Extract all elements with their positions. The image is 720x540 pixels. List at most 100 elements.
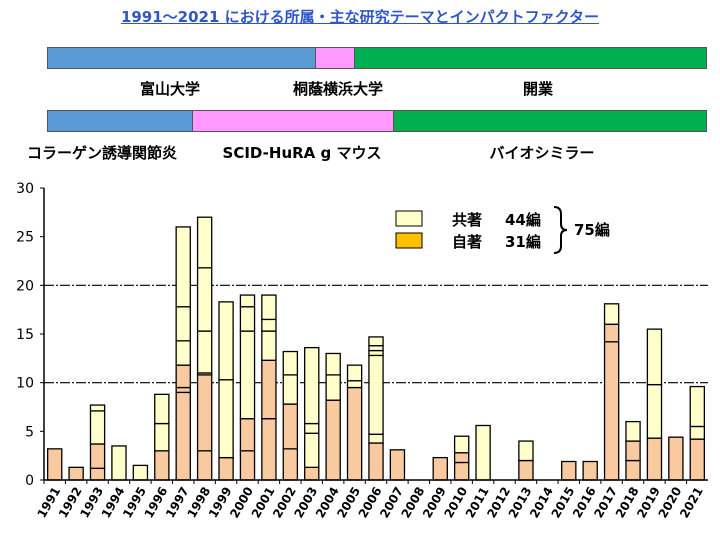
bar-segment-2000-3 (239, 330, 256, 420)
bar-segment-2003-4 (304, 346, 320, 425)
bar-segment-2003-2 (304, 432, 320, 468)
page-title: 1991～2021 における所属・主な研究テーマとインパクトファクター (120, 8, 600, 26)
legend-total: 75編 (574, 221, 610, 239)
legend-brace (553, 206, 568, 254)
y-tick-label-30: 30 (16, 181, 34, 197)
legend-coauthor-count: 44編 (505, 211, 541, 229)
bar-segment-2006-5 (368, 345, 384, 352)
bar-segment-2002-2 (282, 403, 299, 450)
bar-segment-1998-2 (196, 374, 213, 452)
bar-segment-2020-1 (668, 436, 684, 481)
bar-segment-2005-3 (346, 364, 363, 382)
bar-segment-1998-1 (196, 450, 213, 481)
y-tick-label-10: 10 (16, 376, 34, 392)
bar-segment-1998-5 (196, 267, 213, 332)
bar-segment-2019-2 (646, 383, 663, 439)
theme-bar-biosimilar (393, 110, 707, 132)
bar-segment-2001-4 (261, 318, 277, 332)
bar-segment-1997-2 (175, 386, 191, 394)
bar-segment-2010-3 (453, 435, 470, 454)
bar-segment-2003-3 (304, 422, 320, 434)
y-tick-label-5: 5 (25, 424, 34, 440)
bar-segment-2004-1 (325, 399, 341, 481)
bar-segment-2001-2 (261, 359, 277, 420)
bar-segment-2019-3 (646, 328, 663, 386)
bar-segment-2009-1 (432, 456, 448, 481)
bar-segment-2002-1 (282, 448, 299, 481)
legend-swatch-coauthor (395, 210, 423, 227)
legend-coauthor-label: 共著 (452, 211, 482, 229)
bar-segment-1993-3 (89, 410, 106, 445)
affiliation-label-toin: 桐蔭横浜大学 (292, 80, 384, 98)
bar-segment-1997-6 (175, 226, 191, 308)
bar-segment-2017-1 (603, 341, 620, 481)
bar-segment-2015-1 (561, 460, 577, 481)
bar-segment-1996-2 (154, 422, 170, 452)
bar-segment-2006-2 (368, 433, 384, 444)
bar-segment-1996-3 (154, 393, 170, 425)
bar-segment-2005-2 (346, 380, 363, 389)
bar-segment-1999-1 (218, 456, 234, 481)
bar-segment-1997-5 (175, 306, 191, 342)
y-tick-label-15: 15 (16, 327, 34, 343)
bar-segment-2019-1 (646, 437, 663, 481)
bar-segment-1998-4 (196, 330, 213, 374)
bar-segment-2000-1 (239, 450, 256, 481)
bar-segment-1999-2 (218, 379, 234, 459)
bar-segment-2006-1 (368, 442, 384, 481)
bar-segment-2001-1 (261, 418, 277, 481)
bar-segment-2006-4 (368, 349, 384, 357)
legend-self-count: 31編 (505, 233, 541, 251)
bar-segment-2006-6 (368, 336, 384, 347)
legend-swatch-self (395, 232, 423, 249)
bar-segment-1997-1 (175, 391, 191, 481)
theme-label-biosimilar: バイオシミラー (489, 144, 595, 162)
bar-segment-2021-1 (689, 438, 706, 481)
y-tick-label-0: 0 (25, 473, 34, 489)
bar-segment-1997-3 (175, 364, 191, 389)
bar-segment-2010-1 (453, 461, 470, 481)
bar-segment-1993-2 (89, 443, 106, 469)
bar-segment-2002-3 (282, 374, 299, 405)
affiliation-label-practice: 開業 (522, 80, 554, 98)
bar-segment-2021-3 (689, 385, 706, 428)
bar-segment-2000-2 (239, 418, 256, 452)
bar-segment-2017-3 (603, 303, 620, 325)
bar-segment-1996-1 (154, 450, 170, 481)
bar-segment-2018-2 (625, 440, 641, 462)
bar-segment-1999-3 (218, 301, 234, 381)
bar-segment-2004-3 (325, 352, 341, 376)
bar-segment-2006-3 (368, 354, 384, 435)
bar-segment-2003-1 (304, 466, 320, 481)
bar-segment-2000-4 (239, 306, 256, 332)
theme-label-collagen: コラーゲン誘導関節炎 (26, 144, 178, 162)
bar-segment-2018-1 (625, 459, 641, 481)
bar-segment-2010-2 (453, 452, 470, 464)
bar-segment-2004-2 (325, 374, 341, 401)
bar-segment-1992-1 (68, 466, 84, 481)
bar-segment-2013-2 (518, 440, 534, 462)
bar-segment-1994-1 (111, 445, 127, 481)
bar-segment-2018-3 (625, 420, 641, 442)
bar-segment-1993-1 (89, 467, 106, 481)
bar-segment-2005-1 (346, 386, 363, 481)
bar-segment-1998-6 (196, 216, 213, 269)
bar-segment-2011-1 (475, 424, 491, 481)
theme-label-scid: SCID-HuRA g マウス (222, 144, 382, 162)
bar-segment-1993-4 (89, 404, 106, 412)
bar-segment-2016-1 (582, 460, 598, 481)
bar-segment-2002-4 (282, 350, 299, 376)
bar-segment-1997-4 (175, 340, 191, 366)
bar-segment-2017-2 (603, 323, 620, 343)
y-tick-label-20: 20 (16, 278, 34, 294)
bar-segment-2000-5 (239, 294, 256, 308)
bar-segment-2007-1 (389, 449, 406, 481)
bar-segment-1991-1 (46, 448, 63, 481)
bar-segment-1995-1 (132, 464, 149, 481)
legend-self-label: 自著 (452, 233, 482, 251)
bar-segment-2001-3 (261, 330, 277, 361)
y-tick-label-25: 25 (16, 230, 34, 246)
affiliation-bar-practice (354, 47, 707, 69)
bar-segment-2001-5 (261, 294, 277, 321)
